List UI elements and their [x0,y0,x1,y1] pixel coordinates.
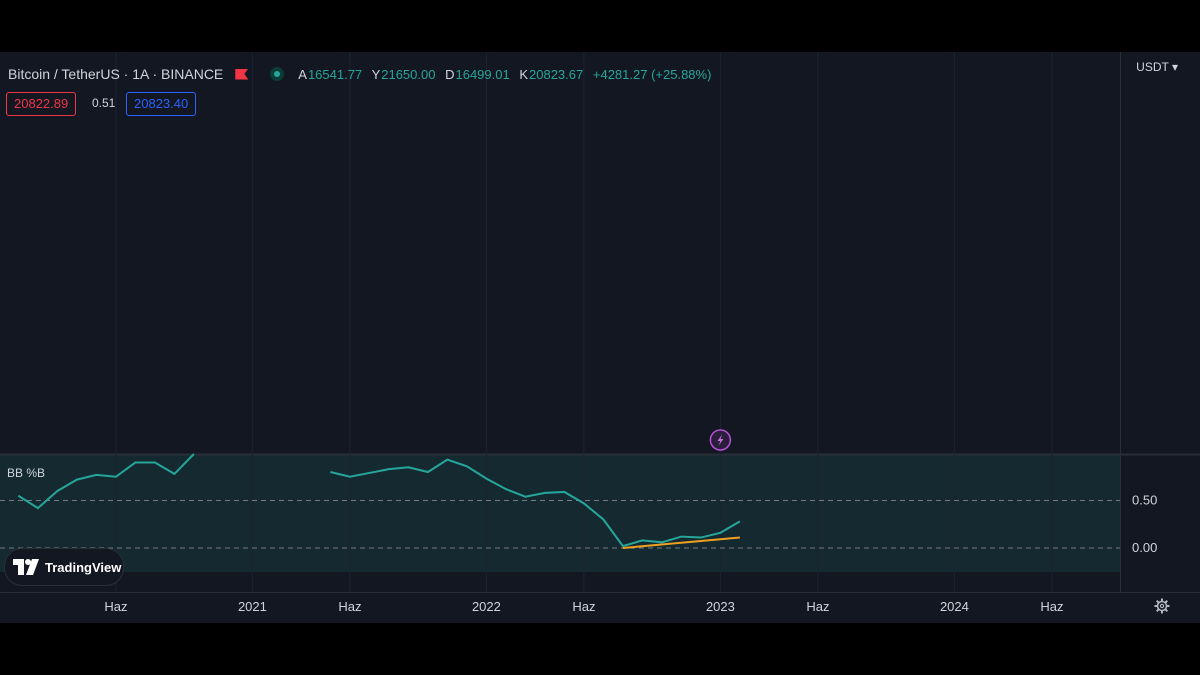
indicator-tick-label: 0.00 [1132,540,1157,555]
change-value: +4281.27 (+25.88%) [592,66,712,82]
buy-button[interactable]: 20823.40 [126,92,197,116]
flag-icon[interactable] [235,68,249,80]
indicator-trendline [622,536,740,549]
currency-selector[interactable]: USDT ▾ [1136,60,1178,74]
ohlc-values: A16541.77 Y21650.00 D16499.01 K20823.67 … [298,66,712,82]
open-value: 16541.77 [307,66,363,82]
low-value: 16499.01 [455,66,510,82]
lightning-bolt [717,434,724,446]
close-value: 20823.67 [529,66,584,82]
tradingview-icon [13,559,39,575]
high-value: 21650.00 [381,66,436,82]
time-tick-label: Haz [1040,599,1063,614]
chevron-down-icon: ▾ [1171,60,1178,74]
time-tick-label: 2022 [472,599,501,614]
indicator-tick-label: 0.50 [1132,493,1157,508]
brand-name: TradingView [45,559,122,575]
indicator-label[interactable]: BB %B [7,466,46,480]
gear-icon[interactable] [1154,598,1170,614]
time-tick-label: 2021 [238,599,267,614]
spread-value: 0.51 [92,96,116,110]
market-status-icon[interactable] [270,67,285,81]
time-tick-label: Haz [572,599,595,614]
indicator-band [0,454,1120,572]
chart-header: Bitcoin / TetherUS · 1A · BINANCE A16541… [8,64,717,84]
time-tick-label: Haz [806,599,829,614]
symbol-title[interactable]: Bitcoin / TetherUS · 1A · BINANCE [8,66,224,82]
bb-percent-b-line [330,458,741,548]
bb-percent-b-line [17,453,195,510]
sell-button[interactable]: 20822.89 [6,92,77,116]
time-tick-label: 2024 [940,599,969,614]
currency-label: USDT [1136,60,1169,74]
chart-canvas[interactable]: BTCUSDT20823.6712d 17h 60000.0050000.004… [0,52,1200,623]
tradingview-chart[interactable]: BTCUSDT20823.6712d 17h 60000.0050000.004… [0,52,1200,623]
time-tick-label: Haz [104,599,127,614]
time-tick-label: 2023 [706,599,735,614]
time-tick-label: Haz [338,599,361,614]
tradingview-logo[interactable]: TradingView [4,548,124,586]
